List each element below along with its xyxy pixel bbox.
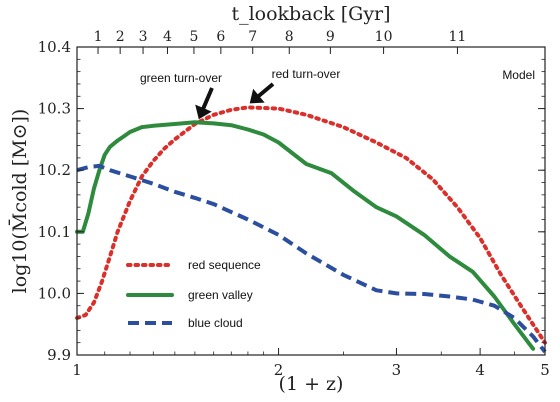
x-tick-label: 4 bbox=[475, 361, 485, 379]
x-tick-label: 5 bbox=[540, 361, 550, 379]
top-tick-label: 1 bbox=[94, 29, 103, 45]
top-tick-label: 4 bbox=[163, 29, 172, 45]
x-tick-label: 2 bbox=[274, 361, 284, 379]
top-tick-label: 6 bbox=[216, 29, 225, 45]
top-tick-label: 3 bbox=[139, 29, 148, 45]
top-tick-label: 11 bbox=[449, 29, 467, 45]
y-tick-label: 10.4 bbox=[38, 38, 71, 56]
y-tick-label: 10.0 bbox=[38, 284, 71, 302]
x-axis-title: (1 + z) bbox=[279, 373, 344, 395]
plot-frame bbox=[76, 46, 546, 356]
legend-label-red-sequence: red sequence bbox=[188, 258, 261, 272]
top-tick-label: 8 bbox=[285, 29, 294, 45]
series-line-blue-cloud bbox=[76, 163, 547, 354]
series-line-green-valley bbox=[75, 120, 536, 351]
top-tick-label: 2 bbox=[116, 29, 125, 45]
legend-label-blue-cloud: blue cloud bbox=[188, 316, 243, 330]
y-tick-label: 10.2 bbox=[38, 161, 71, 179]
top-tick-label: 9 bbox=[326, 29, 335, 45]
y-tick-label: 9.9 bbox=[47, 346, 71, 364]
ticks-layer: 1 2 3 4 59.910.010.110.210.310.41 2 3 4 5 6 7 8 9 10 1… bbox=[38, 29, 550, 379]
red-turnover-label: red turn-over bbox=[272, 67, 341, 81]
axes-layer bbox=[76, 46, 546, 356]
series-layer bbox=[75, 105, 547, 354]
x-tick-label: 3 bbox=[392, 361, 402, 379]
legend: red sequence green valley blue cloud bbox=[126, 258, 261, 330]
top-tick-label: 10 bbox=[375, 29, 393, 45]
model-label: Model bbox=[502, 68, 535, 82]
y-axis-title: log10(M̄cold [M⊙]) bbox=[8, 109, 31, 294]
top-tick-label: 7 bbox=[248, 29, 257, 45]
green-turnover-label: green turn-over bbox=[140, 71, 222, 85]
x-tick-label: 1 bbox=[72, 361, 82, 379]
y-tick-label: 10.3 bbox=[38, 100, 71, 118]
green-turnover-arrow bbox=[195, 87, 214, 120]
legend-label-green-valley: green valley bbox=[188, 288, 253, 302]
series-line-red-sequence bbox=[75, 105, 547, 345]
red-turnover-arrow bbox=[249, 82, 275, 104]
top-tick-label: 5 bbox=[189, 29, 198, 45]
annotations-layer: green turn-over red turn-over bbox=[140, 67, 341, 120]
top-axis-title: t_lookback [Gyr] bbox=[231, 3, 390, 25]
y-tick-label: 10.1 bbox=[38, 223, 71, 241]
